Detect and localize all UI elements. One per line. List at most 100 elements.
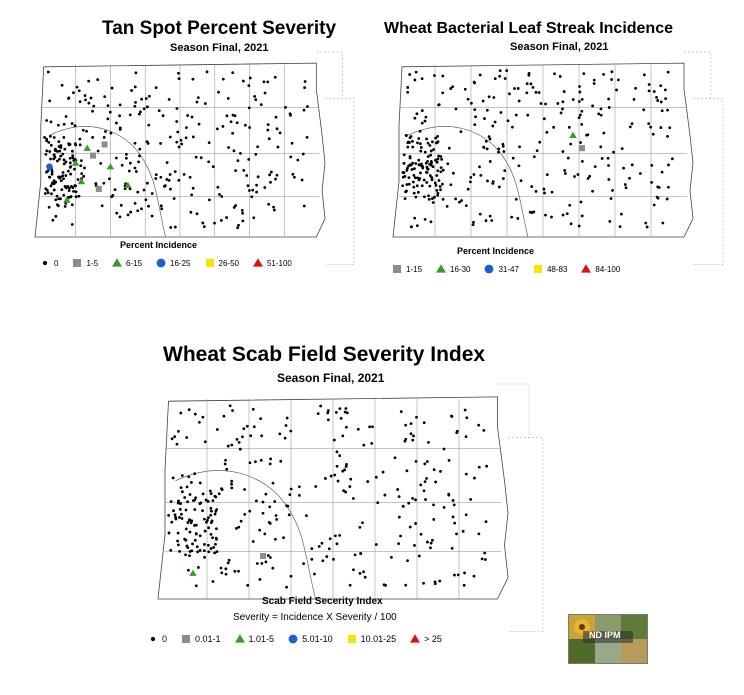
survey-dot [453,521,457,525]
survey-dot [115,211,119,215]
survey-dot [285,504,289,508]
survey-dot [670,157,674,161]
survey-dot [441,74,445,78]
survey-dot [513,87,516,90]
survey-dot [503,77,507,80]
scab-legend-title: Scab Field Secerity Index [262,596,383,607]
survey-dot [344,407,348,410]
survey-dot [193,508,197,511]
minnesota-counties [684,51,724,265]
survey-dot [235,121,239,125]
survey-dot [288,493,292,497]
survey-dot [410,168,414,171]
survey-dot [449,87,453,90]
survey-dot [630,163,634,167]
survey-dot [419,483,423,487]
survey-dot [441,182,444,186]
survey-dot [413,216,417,220]
survey-dot [642,73,646,77]
survey-dot [188,554,191,558]
survey-dot [201,221,205,225]
survey-dot [423,150,427,154]
survey-dot [562,90,566,93]
survey-dot [586,133,590,137]
survey-dot [99,162,103,165]
survey-dot [326,409,330,413]
survey-dot [142,188,146,192]
survey-dot [436,157,440,161]
survey-dot [47,140,51,144]
survey-dot [423,217,427,221]
survey-dot [338,454,342,458]
legend-symbol-icon [150,636,156,642]
survey-dot [469,497,473,501]
survey-dot [268,505,272,509]
survey-dot [203,543,206,546]
survey-dot [216,185,220,189]
survey-dot [431,165,435,169]
survey-dot [176,531,180,535]
survey-dot [103,95,107,99]
survey-dot [479,173,483,177]
survey-dot [302,108,306,112]
survey-dot [255,183,258,187]
survey-dot [57,175,60,179]
legend-symbol [347,635,356,643]
survey-dot [220,195,224,198]
survey-dot [413,116,417,120]
survey-dot [79,164,83,168]
survey-dot [638,172,642,175]
survey-dot [142,107,146,111]
survey-dot [429,163,433,167]
survey-dot [425,171,429,175]
survey-dot [333,534,337,538]
survey-dot [189,481,193,484]
legend-symbol [253,258,263,267]
survey-dot [147,123,151,127]
survey-dot [518,145,521,149]
survey-dot [279,459,283,463]
survey-dot [406,90,410,94]
survey-dot [433,195,436,199]
survey-dot [55,203,59,207]
survey-dot [254,460,257,464]
survey-dot [173,170,177,173]
survey-dot [579,113,582,117]
survey-dot [423,480,427,484]
survey-dot [224,567,228,571]
legend-item: 31-47 [484,264,519,274]
survey-dot [57,140,61,144]
survey-dot [501,177,505,180]
minnesota-counties [316,51,355,265]
survey-dot [287,513,291,517]
legend-symbol-icon [436,264,446,273]
survey-dot [349,477,353,481]
survey-dot [62,135,66,139]
survey-dot [423,462,427,466]
survey-dot [47,205,51,209]
legend-symbol-icon [42,260,48,266]
survey-dot [221,125,225,128]
survey-dot [429,220,433,224]
survey-dot [198,420,201,424]
survey-dot [175,442,179,446]
survey-dot [599,113,603,117]
survey-dot [405,183,409,186]
survey-dot [362,443,366,447]
survey-dot [179,411,183,415]
legend-symbol [112,258,122,267]
survey-dot [431,140,434,144]
survey-dot [284,424,288,427]
survey-dot [429,153,433,157]
survey-dot [428,184,432,188]
survey-dot [545,130,549,134]
survey-dot [62,122,66,126]
survey-dot [180,490,184,494]
survey-dot [353,553,357,557]
survey-dot [183,537,187,541]
survey-dot [231,131,235,135]
legend-label: 84-100 [595,264,621,274]
survey-dot [225,216,228,219]
survey-dot [415,224,419,228]
survey-dot [534,189,538,193]
